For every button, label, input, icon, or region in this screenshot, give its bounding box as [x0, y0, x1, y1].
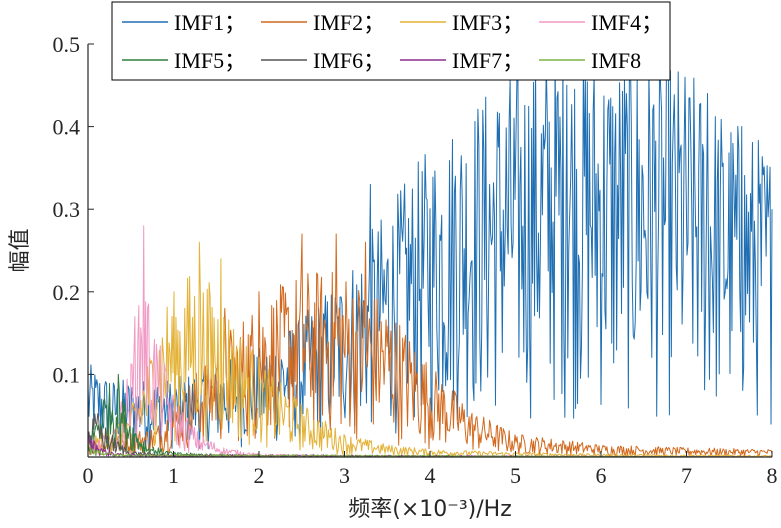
legend: IMF1； IMF2； IMF3； IMF4； IMF5； IMF6； IMF7； IMF8 — [111, 1, 671, 81]
x-tick-label: 1 — [168, 463, 179, 488]
y-tick-label: 0.2 — [53, 280, 81, 305]
y-tick-label: 0.1 — [53, 362, 81, 387]
legend-box — [111, 1, 671, 81]
x-tick-label: 5 — [510, 463, 521, 488]
legend-label-imf4: IMF4； — [591, 10, 663, 35]
x-tick-label: 7 — [681, 463, 692, 488]
legend-label-imf2: IMF2； — [313, 10, 385, 35]
series-line-imf1 — [87, 47, 773, 451]
legend-label-imf8: IMF8 — [591, 48, 641, 73]
legend-label-imf5: IMF5； — [174, 48, 246, 73]
y-ticks: 0.1 0.2 0.3 0.4 0.5 — [53, 32, 94, 387]
x-axis-title: 频率(×10⁻³)/Hz — [348, 497, 512, 522]
legend-label-imf1: IMF1； — [174, 10, 246, 35]
legend-label-imf6: IMF6； — [313, 48, 385, 73]
x-tick-label: 3 — [339, 463, 350, 488]
series-line-imf2 — [87, 233, 773, 457]
series-layer — [87, 47, 773, 458]
y-tick-label: 0.3 — [53, 197, 81, 222]
x-tick-label: 0 — [83, 463, 94, 488]
x-tick-label: 6 — [596, 463, 607, 488]
y-axis-title: 幅值 — [8, 228, 33, 272]
x-tick-label: 2 — [254, 463, 265, 488]
legend-items: IMF1； IMF2； IMF3； IMF4； IMF5； IMF6； IMF7； IMF8 — [122, 10, 663, 73]
x-ticks: 0 1 2 3 4 5 6 7 8 — [83, 451, 778, 488]
y-tick-label: 0.4 — [53, 115, 81, 140]
x-tick-label: 8 — [767, 463, 778, 488]
legend-label-imf7: IMF7； — [452, 48, 524, 73]
x-tick-label: 4 — [425, 463, 436, 488]
legend-label-imf3: IMF3； — [452, 10, 524, 35]
y-tick-label: 0.5 — [53, 32, 81, 57]
